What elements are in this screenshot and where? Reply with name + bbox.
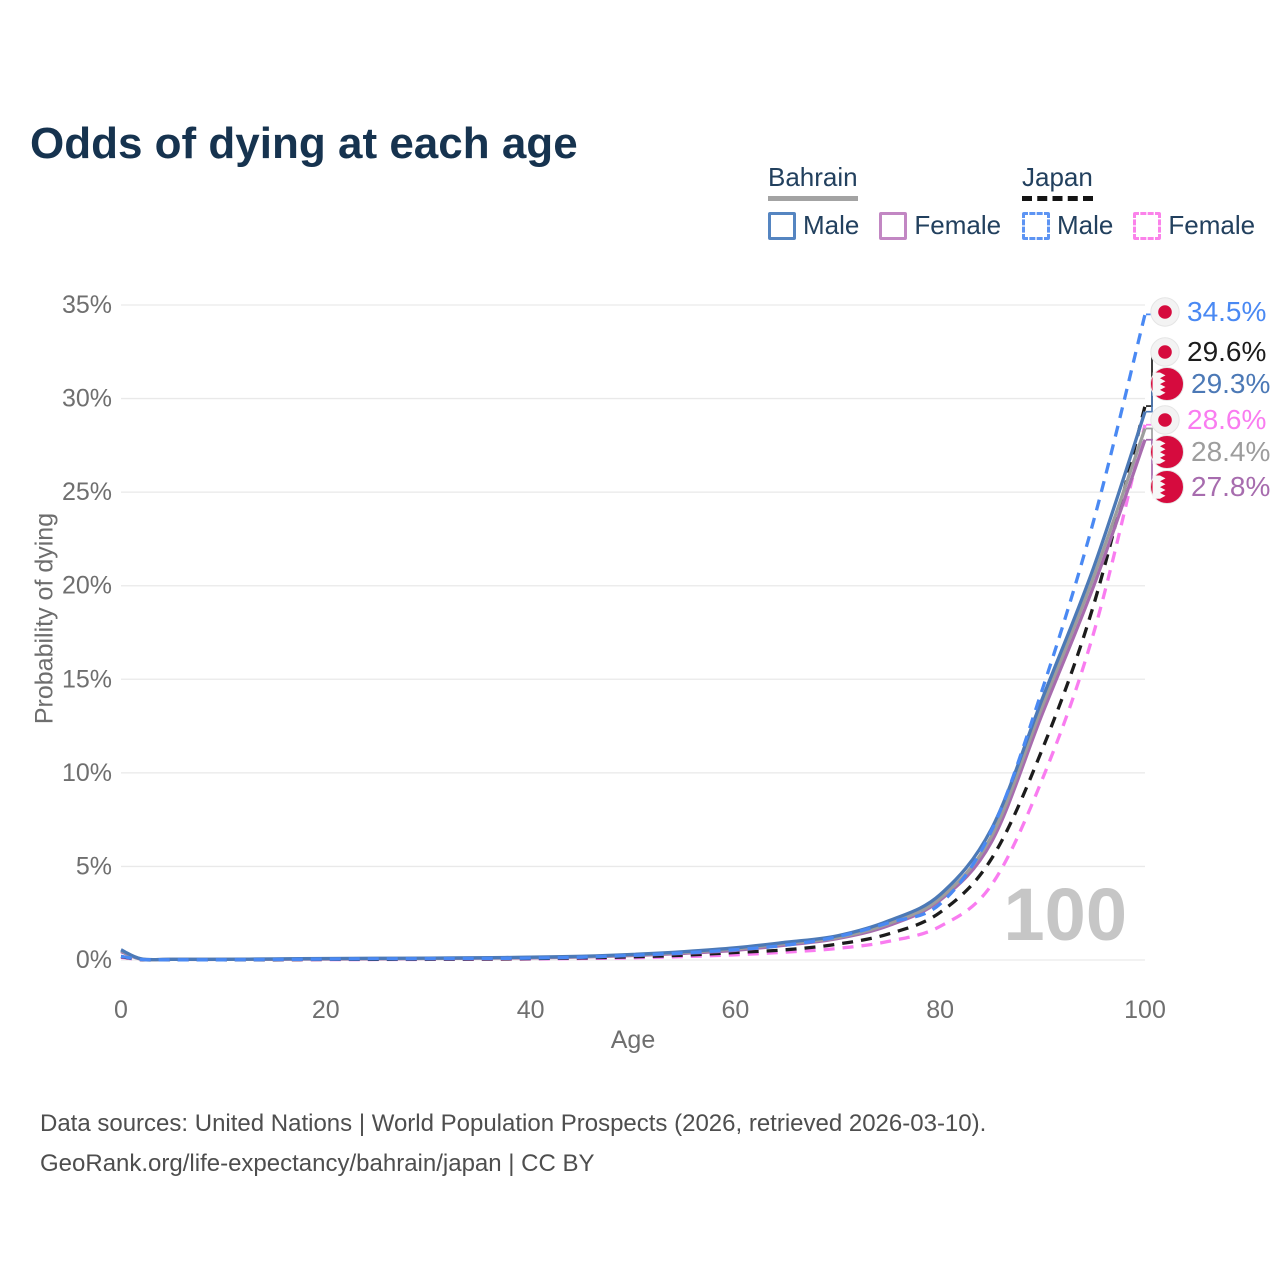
y-tick-label: 35% bbox=[62, 291, 112, 319]
legend-country-japan[interactable]: Japan bbox=[1022, 162, 1093, 201]
bahrain-female-swatch-icon bbox=[879, 211, 908, 240]
end-label-row: 29.3% bbox=[1150, 367, 1270, 401]
footer: Data sources: United Nations | World Pop… bbox=[40, 1104, 986, 1184]
legend-item-label: Female bbox=[914, 210, 1002, 240]
end-label-row: 27.8% bbox=[1150, 470, 1270, 504]
end-label-value: 29.3% bbox=[1191, 368, 1271, 399]
series-line-bahrain-male bbox=[120, 411, 1147, 962]
legend-item-label: Female bbox=[1168, 210, 1256, 240]
legend-country-bahrain[interactable]: Bahrain bbox=[768, 162, 858, 201]
x-tick-label: 0 bbox=[114, 996, 128, 1024]
series-line-bahrain-female bbox=[120, 439, 1147, 962]
y-tick-label: 10% bbox=[62, 759, 112, 787]
end-label-value: 34.5% bbox=[1187, 296, 1267, 327]
series-line-japan-male bbox=[120, 314, 1147, 962]
legend-item-bahrain-female[interactable]: Female bbox=[879, 210, 1001, 241]
x-tick-label: 80 bbox=[926, 996, 954, 1024]
end-label-row: 34.5% bbox=[1150, 296, 1266, 328]
bahrain-flag-icon bbox=[1150, 435, 1184, 469]
japan-flag-icon bbox=[1150, 405, 1180, 435]
x-tick-label: 100 bbox=[1124, 996, 1166, 1024]
end-label-row: 28.6% bbox=[1150, 404, 1266, 436]
y-tick-label: 25% bbox=[62, 478, 112, 506]
age-watermark: 100 bbox=[1004, 873, 1127, 956]
legend-item-bahrain-male[interactable]: Male bbox=[768, 210, 859, 241]
page-title: Odds of dying at each age bbox=[30, 119, 578, 169]
end-label-value: 28.4% bbox=[1191, 436, 1271, 467]
series-line-japan-female bbox=[120, 424, 1147, 962]
end-label-row: 29.6% bbox=[1150, 336, 1266, 368]
legend-group-bahrain: Bahrain Male Female bbox=[768, 162, 1001, 241]
legend-item-label: Male bbox=[1057, 210, 1114, 240]
bahrain-flag-icon bbox=[1150, 470, 1184, 504]
legend-item-japan-female[interactable]: Female bbox=[1133, 210, 1255, 241]
japan-flag-icon bbox=[1150, 297, 1180, 327]
bahrain-male-swatch-icon bbox=[768, 211, 796, 240]
japan-male-swatch-icon bbox=[1022, 211, 1050, 240]
legend-item-label: Male bbox=[803, 210, 860, 240]
end-label-value: 29.6% bbox=[1187, 336, 1267, 367]
x-tick-label: 60 bbox=[721, 996, 749, 1024]
end-label-value: 28.6% bbox=[1187, 404, 1267, 435]
y-axis-title: Probability of dying bbox=[30, 512, 59, 725]
footer-sources: Data sources: United Nations | World Pop… bbox=[40, 1110, 987, 1137]
y-tick-label: 0% bbox=[76, 946, 112, 974]
x-tick-label: 20 bbox=[312, 996, 340, 1024]
end-label-row: 28.4% bbox=[1150, 435, 1270, 469]
end-label-value: 27.8% bbox=[1191, 471, 1271, 502]
bahrain-flag-icon bbox=[1150, 367, 1184, 401]
japan-female-swatch-icon bbox=[1133, 211, 1162, 240]
x-axis-title: Age bbox=[610, 1026, 656, 1054]
series-line-bahrain bbox=[120, 427, 1147, 962]
y-tick-label: 5% bbox=[76, 852, 112, 880]
legend-group-japan: Japan Male Female bbox=[1022, 162, 1255, 241]
japan-flag-icon bbox=[1150, 337, 1180, 367]
x-tick-label: 40 bbox=[517, 996, 545, 1024]
series-line-japan bbox=[120, 405, 1147, 962]
y-tick-label: 15% bbox=[62, 665, 112, 693]
footer-attribution: GeoRank.org/life-expectancy/bahrain/japa… bbox=[40, 1150, 595, 1177]
y-tick-label: 20% bbox=[62, 572, 112, 600]
legend-item-japan-male[interactable]: Male bbox=[1022, 210, 1113, 241]
y-tick-label: 30% bbox=[62, 385, 112, 413]
